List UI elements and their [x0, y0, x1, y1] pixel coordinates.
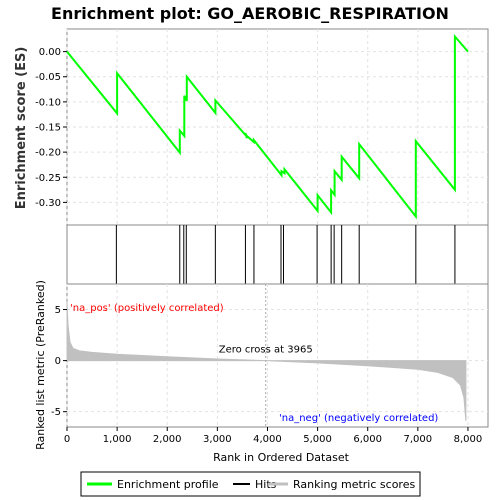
- ranked-y-tick-label: -5: [51, 407, 61, 418]
- x-tick-label: 6,000: [353, 434, 382, 445]
- hits-markers: [115, 225, 456, 284]
- x-tick-label: 7,000: [404, 434, 433, 445]
- ranked-y-tick-label: 0: [55, 356, 61, 367]
- es-y-tick-label: 0.00: [39, 47, 61, 58]
- es-y-tick-label: -0.20: [35, 148, 61, 159]
- legend: Enrichment profile Hits Ranking metric s…: [80, 471, 421, 497]
- x-tick-label: 1,000: [103, 434, 132, 445]
- es-y-ticks: 0.00 -0.05 -0.10 -0.15 -0.20 -0.25 -0.30: [35, 47, 67, 209]
- ranked-x-ticks: 0 1,000 2,000 3,000 4,000 5,000 6,000 7,000 8,00…: [64, 427, 482, 445]
- positive-correlation-label: 'na_pos' (positively correlated): [70, 303, 224, 314]
- es-y-tick-label: -0.05: [35, 72, 61, 83]
- es-y-tick-label: -0.25: [35, 173, 61, 184]
- ranked-y-tick-label: 5: [55, 305, 61, 316]
- x-tick-label: 0: [64, 434, 70, 445]
- es-y-axis-label: Enrichment score (ES): [14, 47, 29, 210]
- es-gridlines: [66, 29, 488, 225]
- x-tick-label: 4,000: [253, 434, 282, 445]
- ranked-annotations: Zero cross at 3965 'na_pos' (positively c…: [70, 284, 438, 427]
- hits-panel-frame: [66, 224, 489, 285]
- x-tick-label: 8,000: [454, 434, 483, 445]
- enrichment-profile-line: [66, 33, 469, 220]
- chart-title: Enrichment plot: GO_AEROBIC_RESPIRATION: [51, 4, 449, 23]
- ranked-y-ticks: 5 0 -5: [51, 305, 67, 418]
- x-axis-label: Rank in Ordered Dataset: [213, 451, 350, 464]
- legend-label-hits: Hits: [255, 478, 277, 491]
- legend-frame: [80, 471, 421, 497]
- x-tick-label: 5,000: [303, 434, 332, 445]
- legend-label-ranking: Ranking metric scores: [293, 478, 415, 491]
- es-y-tick-label: -0.30: [35, 198, 61, 209]
- x-tick-label: 3,000: [203, 434, 232, 445]
- legend-label-enrichment: Enrichment profile: [117, 478, 219, 491]
- zero-cross-label: Zero cross at 3965: [219, 344, 313, 355]
- enrichment-profile-series: [66, 33, 469, 220]
- es-y-tick-label: -0.10: [35, 97, 61, 108]
- ranked-y-axis-label: Ranked list metric (PreRanked): [34, 280, 47, 450]
- x-tick-label: 2,000: [153, 434, 182, 445]
- negative-correlation-label: 'na_neg' (negatively correlated): [279, 413, 438, 424]
- es-y-tick-label: -0.15: [35, 123, 61, 134]
